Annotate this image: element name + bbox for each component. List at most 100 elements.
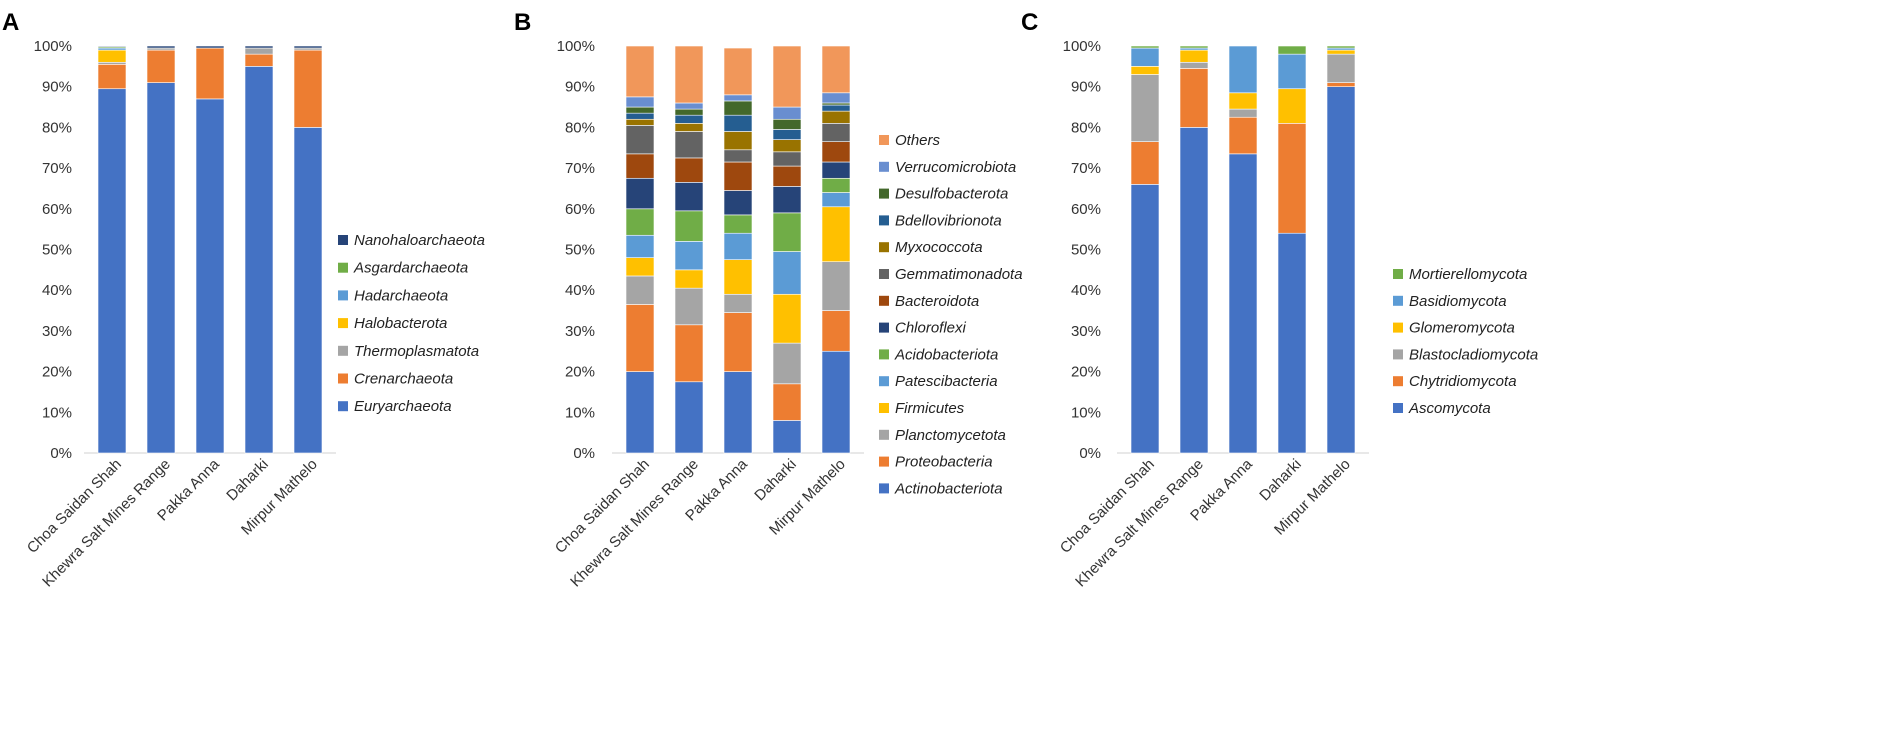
chart-b-bar-segment-myxococcota [821, 110, 851, 124]
chart-a-legend-label: Thermoplasmatota [354, 343, 479, 360]
chart-b-legend-label: Gemmatimonadota [895, 266, 1023, 283]
chart-c-bar-segment-mortierellomycota [1130, 45, 1160, 49]
chart-a-legend-swatch-hadarchaeota [338, 290, 348, 301]
chart-a-legend-label: Nanohaloarchaeota [354, 232, 485, 249]
chart-b-bar-segment-firmicutes [772, 293, 802, 344]
chart-a-bar-segment-nanohaloarchaeota [293, 45, 323, 49]
chart-b-bar-segment-actinobacteriota [772, 420, 802, 454]
chart-b-legend-label: Verrucomicrobiota [895, 159, 1016, 176]
chart-c-bar-segment-glomeromycota [1228, 92, 1258, 110]
chart-b-bar-segment-proteobacteria [821, 310, 851, 352]
chart-c-ytick-label: 60% [1071, 201, 1101, 218]
chart-b-bar-segment-acidobacteriota [821, 177, 851, 193]
chart-a-bar-segment-crenarchaeota [146, 49, 176, 83]
chart-c-bar-segment-ascomycota [1179, 127, 1209, 454]
chart-b-ytick-label: 70% [565, 160, 595, 177]
chart-c-ytick-label: 0% [1079, 445, 1101, 462]
chart-b-ytick-label: 50% [565, 242, 595, 259]
chart-c-bar-segment-chytridiomycota [1179, 68, 1209, 128]
chart-c-ytick-label: 50% [1071, 242, 1101, 259]
chart-a-legend-swatch-thermoplasmatota [338, 345, 348, 356]
chart-c-bar-segment-blastocladiomycota [1326, 53, 1356, 83]
chart-a-ytick-label: 90% [42, 79, 72, 96]
chart-c-bar-segment-glomeromycota [1179, 49, 1209, 63]
chart-a-legend-swatch-nanohaloarchaeota [338, 235, 348, 245]
chart-b-ytick-label: 90% [565, 79, 595, 96]
chart-b-bar-segment-bdellovibrionota [821, 104, 851, 112]
chart-c-bar-segment-ascomycota [1130, 184, 1160, 454]
chart-a-bar-segment-euryarchaeota [146, 82, 176, 454]
chart-a-legend-label: Crenarchaeota [354, 371, 453, 388]
chart-b-bar-segment-bdellovibrionota [723, 114, 753, 132]
chart-b-legend-label: Proteobacteria [895, 454, 993, 471]
chart-c-bar-segment-chytridiomycota [1130, 141, 1160, 185]
chart-c-ytick-label: 70% [1071, 160, 1101, 177]
chart-a-ytick-label: 20% [42, 364, 72, 381]
chart-c-bar-segment-ascomycota [1228, 153, 1258, 454]
chart-a-bar-segment-thermoplasmatota [97, 61, 127, 65]
chart-c-legend-swatch-glomeromycota [1393, 322, 1403, 333]
chart-b-bar-segment-desulfobacterota [625, 106, 655, 114]
chart-a-bar-segment-euryarchaeota [293, 127, 323, 454]
chart-a-ytick-label: 40% [42, 282, 72, 299]
chart-a-bar-segment-crenarchaeota [293, 49, 323, 128]
chart-c-bar-segment-chytridiomycota [1277, 123, 1307, 234]
chart-b-bar-segment-bacteroidota [821, 141, 851, 163]
chart-c-bar-segment-ascomycota [1277, 232, 1307, 454]
chart-b-ytick-label: 20% [565, 364, 595, 381]
chart-b-legend-label: Bdellovibrionota [895, 212, 1002, 229]
chart-a-ytick-label: 0% [50, 445, 72, 462]
chart-b-legend-label: Others [895, 132, 941, 149]
chart-b-bar-segment-proteobacteria [772, 383, 802, 421]
chart-b-legend-label: Myxococcota [895, 239, 983, 256]
chart-b-bar-segment-actinobacteriota [723, 371, 753, 454]
chart-a-bar-segment-crenarchaeota [195, 47, 225, 100]
chart-b-bar-segment-planctomycetota [821, 261, 851, 311]
chart-b-bar-segment-gemmatimonadota [723, 149, 753, 163]
chart-c-bar-segment-blastocladiomycota [1179, 61, 1209, 69]
chart-b-ytick-label: 30% [565, 323, 595, 340]
chart-b-bar-segment-acidobacteriota [772, 212, 802, 252]
chart-b-bar-segment-patescibacteria [723, 232, 753, 260]
chart-b-bar-segment-chloroflexi [821, 161, 851, 179]
chart-b-legend-swatch-proteobacteria [879, 456, 889, 467]
chart-a-bar-segment-euryarchaeota [244, 66, 274, 454]
chart-c-legend-swatch-blastocladiomycota [1393, 349, 1403, 360]
chart-b-bar-segment-myxococcota [772, 139, 802, 153]
chart-c-legend-label: Basidiomycota [1409, 293, 1507, 310]
chart-c-bar-segment-blastocladiomycota [1130, 74, 1160, 142]
chart-b-bar-segment-acidobacteriota [625, 208, 655, 236]
chart-b-bar-segment-bacteroidota [674, 157, 704, 183]
chart-b-bar-segment-chloroflexi [674, 182, 704, 212]
chart-b-bar-segment-others [723, 47, 753, 96]
chart-a-legend-swatch-halobacterota [338, 318, 348, 329]
chart-a-ytick-label: 80% [42, 119, 72, 136]
chart-c-bar-segment-ascomycota [1326, 86, 1356, 454]
chart-b-bar-segment-others [772, 45, 802, 108]
chart-c-legend-swatch-ascomycota [1393, 403, 1403, 413]
chart-b-bar-segment-bacteroidota [625, 153, 655, 179]
chart-b-bar-segment-others [625, 45, 655, 98]
chart-b-bar-segment-desulfobacterota [723, 100, 753, 116]
chart-c-ytick-label: 90% [1071, 79, 1101, 96]
chart-b-bar-segment-firmicutes [625, 257, 655, 277]
chart-c-bar-segment-basidiomycota [1179, 47, 1209, 51]
chart-b-legend-swatch-chloroflexi [879, 322, 889, 333]
chart-b-bar-segment-planctomycetota [772, 342, 802, 385]
chart-c-legend-label: Glomeromycota [1409, 320, 1515, 337]
chart-a-legend-label: Asgardarchaeota [353, 260, 468, 277]
chart-b-bar-segment-myxococcota [625, 118, 655, 126]
chart-b-legend-swatch-bdellovibrionota [879, 215, 889, 226]
chart-b-bar-segment-gemmatimonadota [674, 131, 704, 159]
chart-b-legend-swatch-myxococcota [879, 242, 889, 253]
chart-c-legend-swatch-chytridiomycota [1393, 376, 1403, 387]
chart-b-bar-segment-bdellovibrionota [674, 114, 704, 124]
chart-b-bar-segment-myxococcota [674, 123, 704, 132]
chart-c-bar-segment-glomeromycota [1277, 88, 1307, 124]
chart-a-ytick-label: 30% [42, 323, 72, 340]
chart-b-bar-segment-firmicutes [821, 206, 851, 263]
chart-a-legend-swatch-euryarchaeota [338, 401, 348, 412]
panel-label-b: B [514, 9, 531, 36]
chart-a-ytick-label: 100% [34, 38, 72, 55]
